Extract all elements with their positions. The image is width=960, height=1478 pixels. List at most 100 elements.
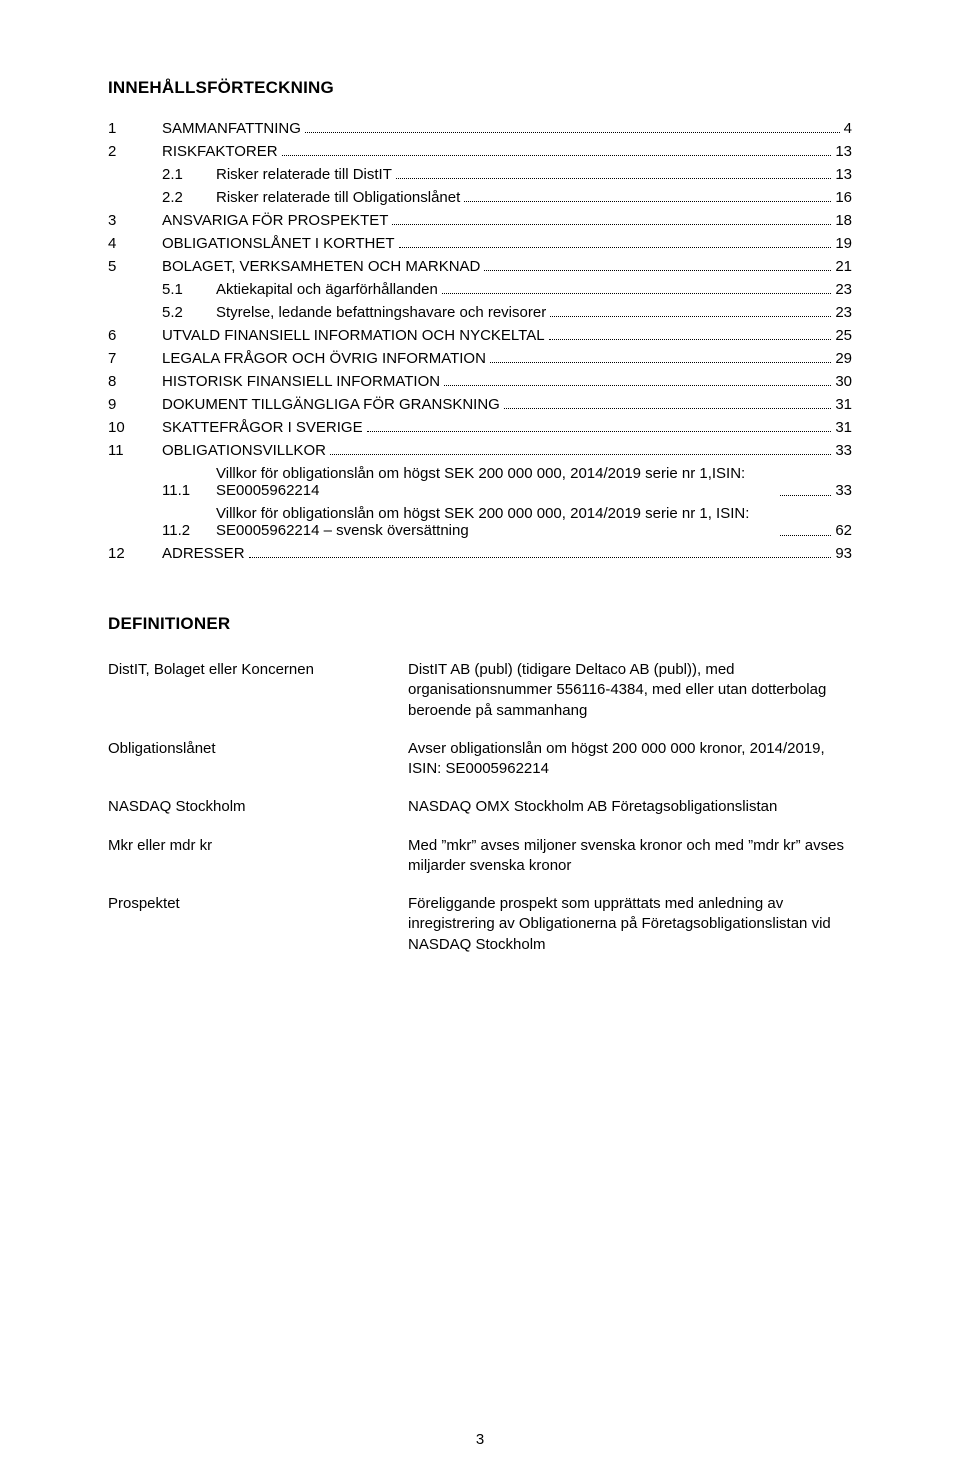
- toc-entry: 1SAMMANFATTNING 4: [108, 120, 852, 137]
- definition-row: DistIT, Bolaget eller KoncernenDistIT AB…: [108, 660, 852, 721]
- definition-description: DistIT AB (publ) (tidigare Deltaco AB (p…: [408, 660, 852, 721]
- toc-label: OBLIGATIONSLÅNET I KORTHET: [162, 235, 395, 252]
- definitions-heading: DEFINITIONER: [108, 614, 852, 634]
- definition-term: Mkr eller mdr kr: [108, 836, 408, 877]
- toc-entry: 12ADRESSER93: [108, 545, 852, 562]
- definition-description: NASDAQ OMX Stockholm AB Företagsobligati…: [408, 797, 852, 817]
- definition-description: Föreliggande prospekt som upprättats med…: [408, 894, 852, 955]
- toc-number: 9: [108, 396, 162, 413]
- toc-label: RISKFAKTORER: [162, 143, 278, 160]
- toc-entry: 2RISKFAKTORER 13: [108, 143, 852, 160]
- page-number: 3: [0, 1431, 960, 1448]
- toc-leader: [549, 339, 832, 340]
- toc-page-ref: 21: [835, 258, 852, 275]
- toc-entry: 3ANSVARIGA FÖR PROSPEKTET 18: [108, 212, 852, 229]
- definition-term: NASDAQ Stockholm: [108, 797, 408, 817]
- toc-list: 1SAMMANFATTNING42RISKFAKTORER132.1Risker…: [108, 120, 852, 562]
- toc-entry: 2.2Risker relaterade till Obligationslån…: [108, 189, 852, 206]
- definition-term: Prospektet: [108, 894, 408, 955]
- toc-leader: [444, 385, 831, 386]
- toc-entry: 8HISTORISK FINANSIELL INFORMATION 30: [108, 373, 852, 390]
- toc-leader: [305, 132, 840, 133]
- toc-label: ANSVARIGA FÖR PROSPEKTET: [162, 212, 388, 229]
- toc-entry: 10SKATTEFRÅGOR I SVERIGE31: [108, 419, 852, 436]
- toc-page-ref: 25: [835, 327, 852, 344]
- toc-number: 7: [108, 350, 162, 367]
- toc-number: 12: [108, 545, 162, 562]
- toc-entry: 6UTVALD FINANSIELL INFORMATION OCH NYCKE…: [108, 327, 852, 344]
- toc-number: 1: [108, 120, 162, 137]
- definition-row: Mkr eller mdr krMed ”mkr” avses miljoner…: [108, 836, 852, 877]
- toc-label: DOKUMENT TILLGÄNGLIGA FÖR GRANSKNING: [162, 396, 500, 413]
- toc-label: SAMMANFATTNING: [162, 120, 301, 137]
- toc-leader: [490, 362, 831, 363]
- definition-description: Avser obligationslån om högst 200 000 00…: [408, 739, 852, 780]
- toc-leader: [249, 557, 832, 558]
- toc-entry: 5BOLAGET, VERKSAMHETEN OCH MARKNAD21: [108, 258, 852, 275]
- toc-label: LEGALA FRÅGOR OCH ÖVRIG INFORMATION: [162, 350, 486, 367]
- toc-number: 5: [108, 258, 162, 275]
- toc-page-ref: 30: [835, 373, 852, 390]
- toc-leader: [504, 408, 831, 409]
- toc-number: 5.2: [162, 304, 216, 321]
- toc-heading: INNEHÅLLSFÖRTECKNING: [108, 78, 852, 98]
- toc-page-ref: 13: [835, 166, 852, 183]
- toc-number: 10: [108, 419, 162, 436]
- toc-label: Risker relaterade till Obligationslånet: [216, 189, 460, 206]
- definition-description: Med ”mkr” avses miljoner svenska kronor …: [408, 836, 852, 877]
- toc-number: 11.2: [162, 522, 216, 539]
- toc-number: 11: [108, 442, 162, 459]
- toc-label: ADRESSER: [162, 545, 245, 562]
- toc-label: OBLIGATIONSVILLKOR: [162, 442, 326, 459]
- toc-leader: [484, 270, 831, 271]
- toc-label: Styrelse, ledande befattningshavare och …: [216, 304, 546, 321]
- toc-label: HISTORISK FINANSIELL INFORMATION: [162, 373, 440, 390]
- toc-leader: [396, 178, 831, 179]
- toc-label: SKATTEFRÅGOR I SVERIGE: [162, 419, 363, 436]
- toc-page-ref: 33: [835, 442, 852, 459]
- toc-page-ref: 29: [835, 350, 852, 367]
- toc-number: 11.1: [162, 482, 216, 499]
- toc-leader: [780, 495, 831, 496]
- toc-label: Risker relaterade till DistIT: [216, 166, 392, 183]
- toc-page-ref: 4: [844, 120, 852, 137]
- toc-entry: 4OBLIGATIONSLÅNET I KORTHET 19: [108, 235, 852, 252]
- toc-page-ref: 23: [835, 304, 852, 321]
- toc-entry: 5.1Aktiekapital och ägarförhållanden 23: [108, 281, 852, 298]
- toc-leader: [550, 316, 831, 317]
- toc-leader: [780, 535, 831, 536]
- toc-entry: 11.2Villkor för obligationslån om högst …: [108, 505, 852, 539]
- definitions-list: DistIT, Bolaget eller KoncernenDistIT AB…: [108, 660, 852, 955]
- toc-entry: 11.1Villkor för obligationslån om högst …: [108, 465, 852, 499]
- toc-label: Aktiekapital och ägarförhållanden: [216, 281, 438, 298]
- toc-leader: [282, 155, 832, 156]
- toc-page-ref: 16: [835, 189, 852, 206]
- toc-number: 3: [108, 212, 162, 229]
- toc-entry: 7LEGALA FRÅGOR OCH ÖVRIG INFORMATION 29: [108, 350, 852, 367]
- toc-page-ref: 18: [835, 212, 852, 229]
- definition-row: NASDAQ StockholmNASDAQ OMX Stockholm AB …: [108, 797, 852, 817]
- definition-row: ObligationslånetAvser obligationslån om …: [108, 739, 852, 780]
- toc-page-ref: 33: [835, 482, 852, 499]
- toc-number: 5.1: [162, 281, 216, 298]
- document-page: INNEHÅLLSFÖRTECKNING 1SAMMANFATTNING 4 2RI…: [0, 0, 960, 1478]
- toc-leader: [367, 431, 832, 432]
- toc-label: Villkor för obligationslån om högst SEK …: [216, 465, 776, 499]
- toc-number: 2: [108, 143, 162, 160]
- toc-page-ref: 19: [835, 235, 852, 252]
- definition-term: Obligationslånet: [108, 739, 408, 780]
- toc-leader: [442, 293, 831, 294]
- toc-number: 8: [108, 373, 162, 390]
- toc-number: 4: [108, 235, 162, 252]
- toc-page-ref: 23: [835, 281, 852, 298]
- toc-label: UTVALD FINANSIELL INFORMATION OCH NYCKEL…: [162, 327, 545, 344]
- toc-number: 6: [108, 327, 162, 344]
- toc-page-ref: 13: [835, 143, 852, 160]
- toc-leader: [399, 247, 832, 248]
- toc-leader: [392, 224, 831, 225]
- toc-label: Villkor för obligationslån om högst SEK …: [216, 505, 776, 539]
- toc-number: 2.2: [162, 189, 216, 206]
- definition-term: DistIT, Bolaget eller Koncernen: [108, 660, 408, 721]
- toc-page-ref: 31: [835, 396, 852, 413]
- toc-leader: [464, 201, 831, 202]
